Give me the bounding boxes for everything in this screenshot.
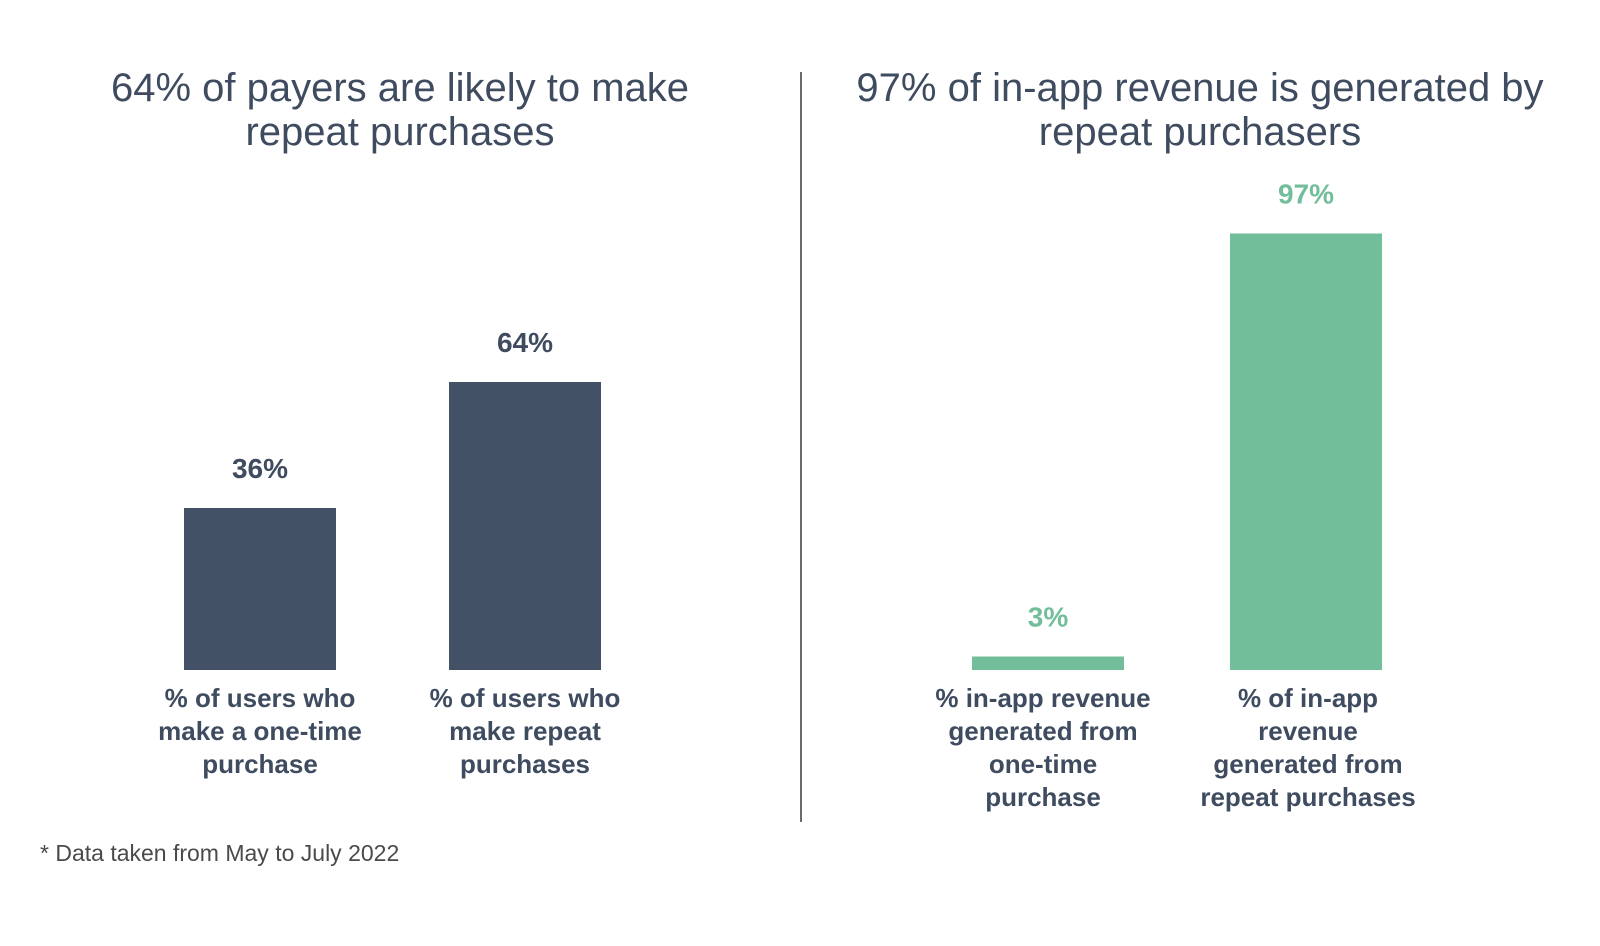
value-label-one-time-revenue: 3% xyxy=(1028,602,1069,633)
value-label-repeat-revenue: 97% xyxy=(1278,179,1334,210)
bar-chart-payers: 36% 64% xyxy=(184,327,601,670)
chart-title-right: 97% of in-app revenue is generated by re… xyxy=(856,66,1544,154)
chart-title-left: 64% of payers are likely to make repeat … xyxy=(110,66,690,154)
bar-one-time-revenue xyxy=(972,656,1124,670)
category-label-one-time-revenue: % in-app revenue generated from one-time… xyxy=(935,683,1151,812)
chart-divider xyxy=(800,72,802,822)
value-label-one-time-users: 36% xyxy=(232,453,288,484)
bar-repeat-users xyxy=(449,382,601,670)
bar-one-time-users xyxy=(184,508,336,670)
category-label-repeat-revenue: % of in-app revenue generated from repea… xyxy=(1200,683,1416,812)
footnote: * Data taken from May to July 2022 xyxy=(40,840,400,866)
category-label-one-time-users: % of users who make a one-time purchase xyxy=(158,683,362,779)
bar-repeat-revenue xyxy=(1230,233,1382,670)
category-label-repeat-users: % of users who make repeat purchases xyxy=(429,683,621,779)
value-label-repeat-users: 64% xyxy=(497,327,553,358)
